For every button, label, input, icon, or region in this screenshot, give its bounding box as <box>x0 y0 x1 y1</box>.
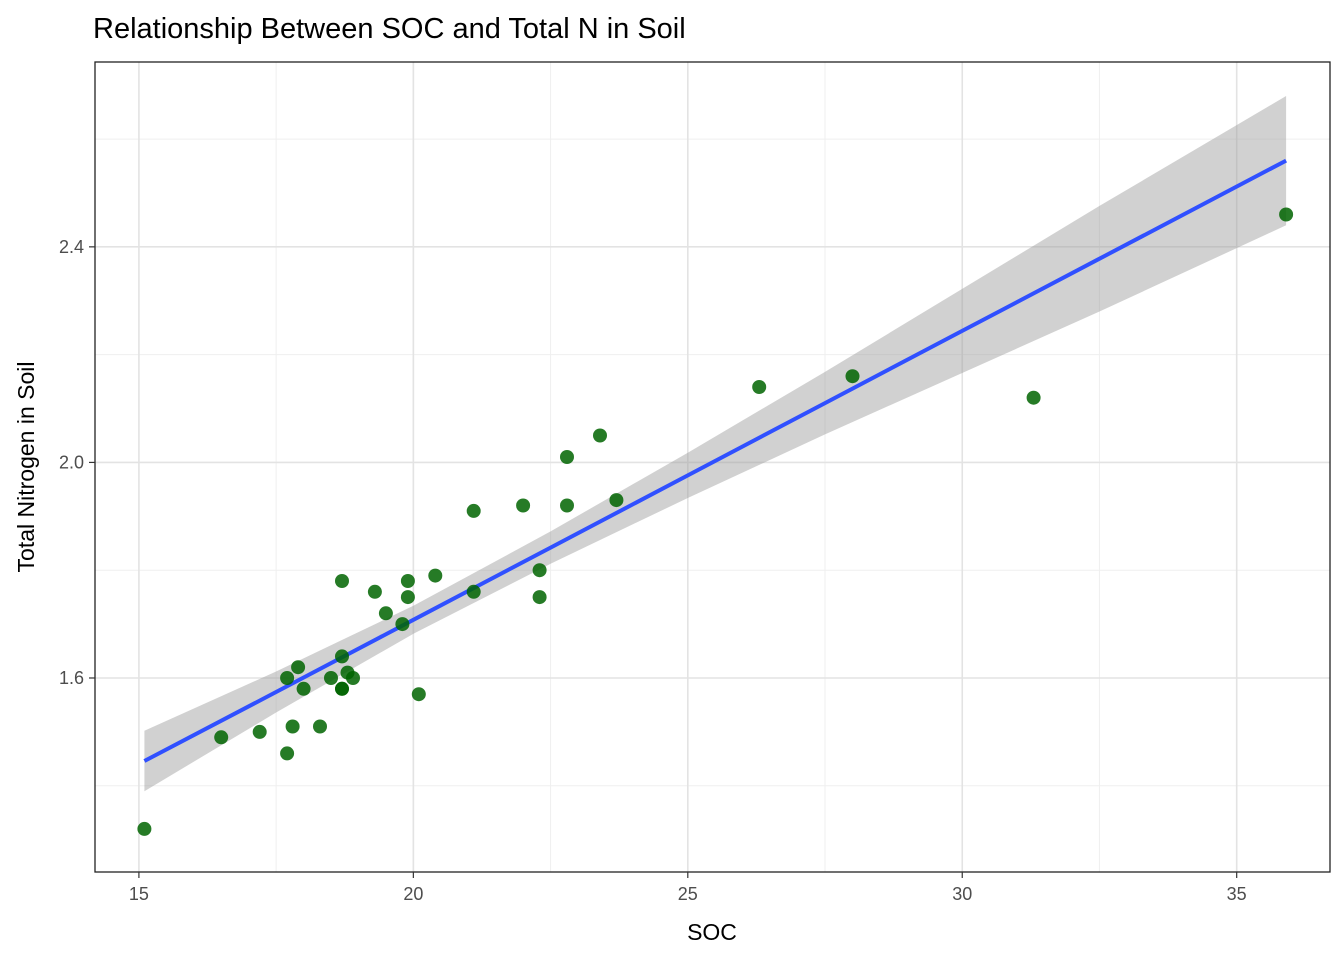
grid <box>95 62 1330 872</box>
data-point <box>428 568 443 583</box>
data-point <box>466 584 481 599</box>
x-tick-label: 20 <box>403 884 423 904</box>
confidence-band-layer <box>144 96 1287 792</box>
data-point <box>285 719 300 734</box>
data-point <box>532 563 547 578</box>
x-tick-label: 15 <box>129 884 149 904</box>
data-point <box>137 821 152 836</box>
data-point <box>280 671 295 685</box>
data-point <box>335 574 349 588</box>
x-tick-label: 25 <box>678 884 698 904</box>
y-tick-label: 2.4 <box>59 237 84 257</box>
data-point <box>395 617 410 632</box>
data-point <box>609 493 624 508</box>
y-axis: 1.6 2.0 2.4 <box>59 237 95 688</box>
data-point <box>335 649 349 664</box>
data-point <box>516 498 531 513</box>
data-point <box>1026 390 1041 405</box>
regression-line <box>143 158 1288 763</box>
data-point <box>1279 207 1294 222</box>
data-point <box>560 450 574 464</box>
data-point <box>593 428 607 443</box>
data-point <box>845 369 860 384</box>
y-tick-label: 2.0 <box>59 452 84 472</box>
data-point <box>335 681 349 696</box>
data-points <box>137 207 1294 836</box>
y-tick-label: 1.6 <box>59 668 84 688</box>
data-point <box>214 730 229 745</box>
data-point <box>291 660 306 675</box>
data-point <box>296 681 311 696</box>
data-point <box>560 498 574 513</box>
data-point <box>346 671 360 685</box>
x-axis: 15 20 25 30 35 <box>129 872 1247 904</box>
data-point <box>400 574 415 588</box>
x-tick-label: 30 <box>952 884 972 904</box>
fit-line-layer <box>143 158 1288 763</box>
x-tick-label: 35 <box>1227 884 1247 904</box>
data-point <box>378 606 393 621</box>
data-point <box>367 584 382 599</box>
chart-title: Relationship Between SOC and Total N in … <box>93 13 686 45</box>
x-axis-title: SOC <box>687 919 737 945</box>
data-point <box>532 590 547 605</box>
data-point <box>280 746 295 761</box>
data-point <box>252 724 267 739</box>
data-point <box>466 503 481 518</box>
data-point <box>324 671 338 685</box>
confidence-band <box>144 96 1287 792</box>
data-point <box>313 719 327 734</box>
data-point <box>400 590 415 605</box>
data-point <box>752 380 767 394</box>
data-point <box>411 687 426 702</box>
y-axis-title: Total Nitrogen in Soil <box>13 362 39 573</box>
panel-border <box>94 61 1331 873</box>
